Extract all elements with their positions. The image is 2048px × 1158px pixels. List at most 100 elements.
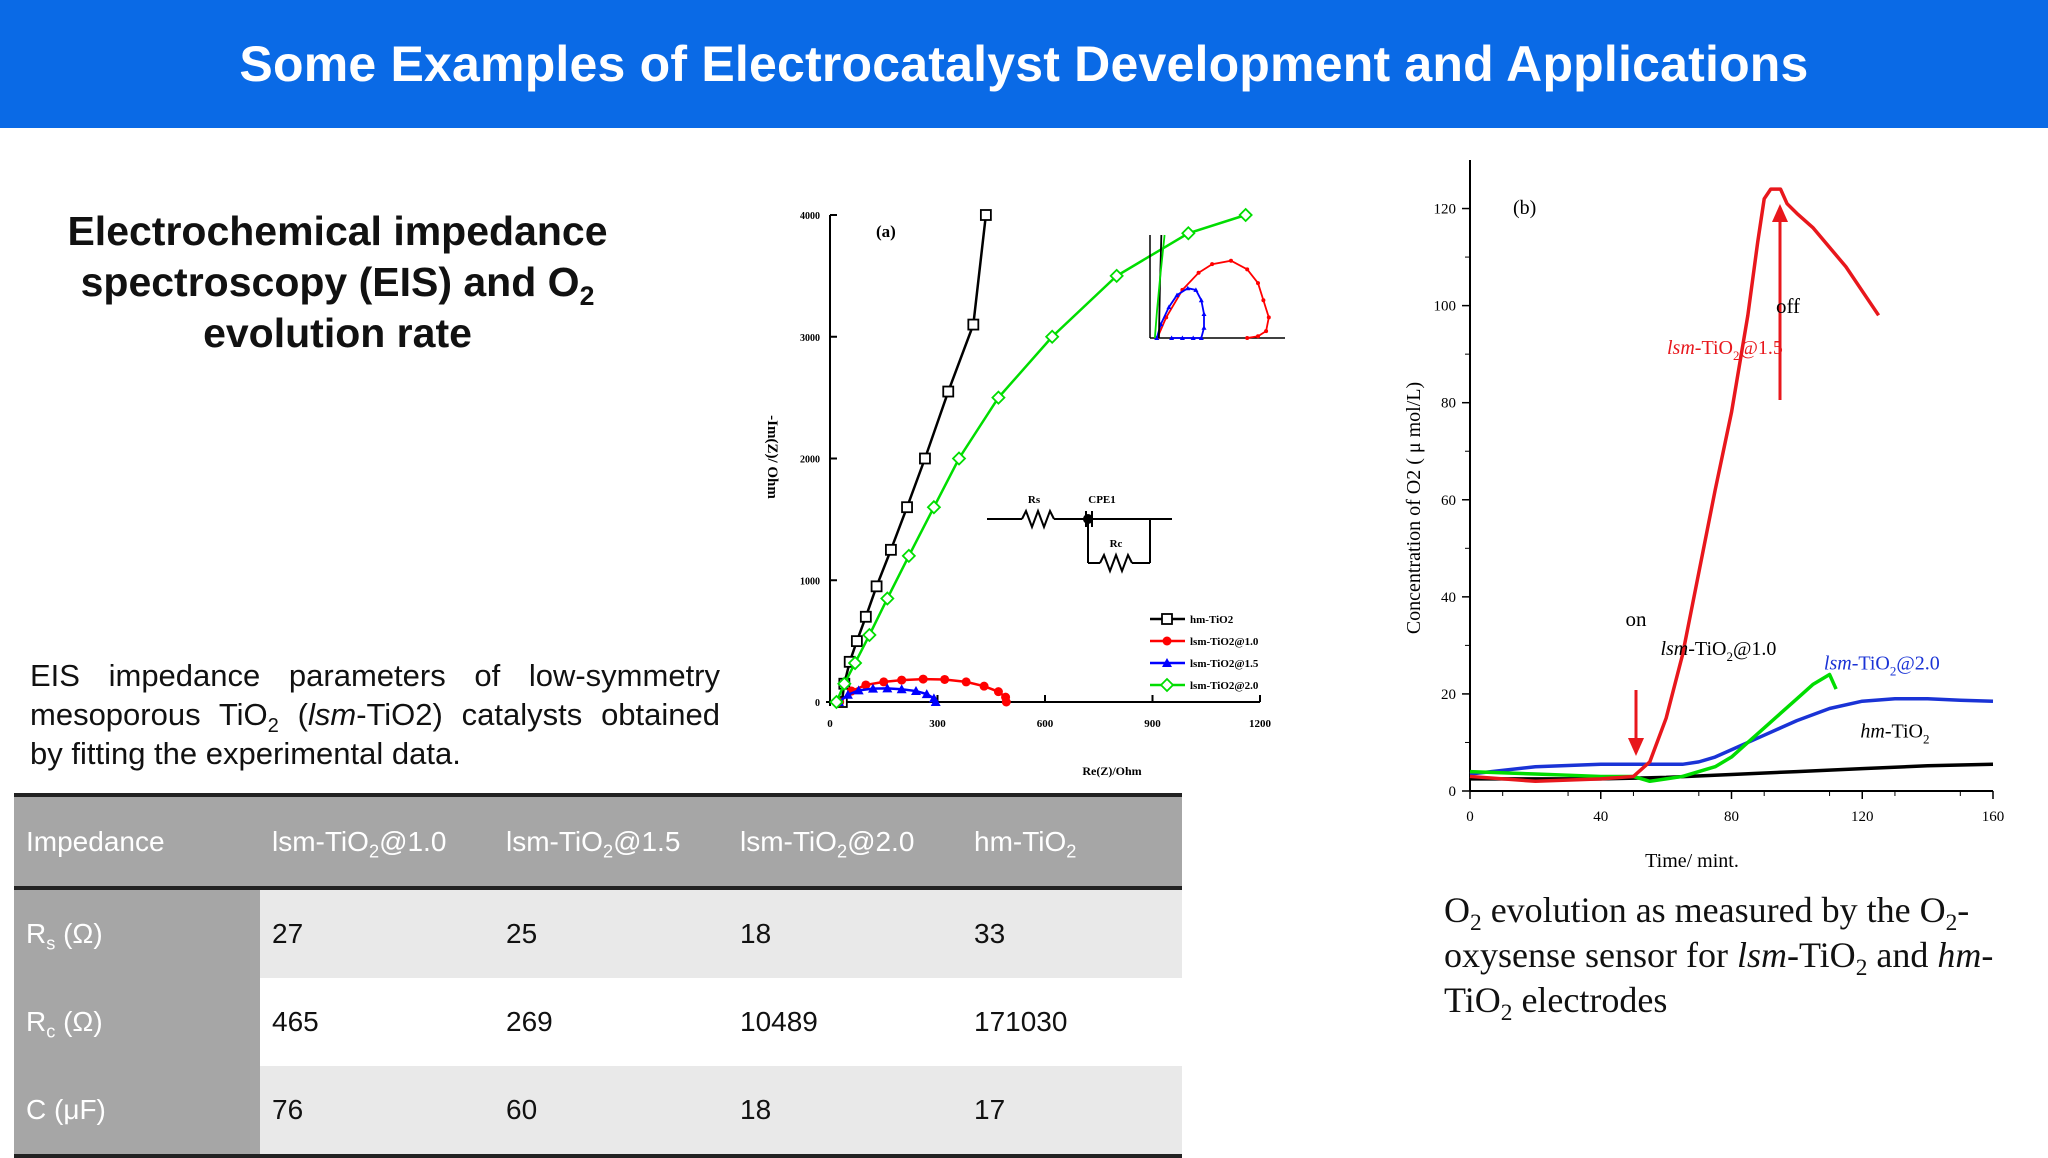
chart-b-panel-label: (b) xyxy=(1513,197,1536,219)
data-point xyxy=(1109,268,1124,284)
inset-data-point xyxy=(1169,335,1175,340)
series-label-part: -TiO xyxy=(1695,337,1733,359)
table-cell: 465 xyxy=(260,978,494,1066)
table-header-row: Impedance lsm-TiO2@1.0 lsm-TiO2@1.5 lsm-… xyxy=(14,793,1182,890)
table-cell: 18 xyxy=(728,1066,962,1158)
header-text: lsm-TiO xyxy=(740,825,837,857)
table-description: EIS impedance parameters of low-symmetry… xyxy=(30,656,720,773)
inset-data-point xyxy=(1201,311,1207,316)
data-point xyxy=(911,686,921,696)
data-point xyxy=(1001,697,1011,707)
inset-data-point xyxy=(1256,281,1260,286)
data-point xyxy=(940,674,950,684)
series-label-part: @2.0 xyxy=(1896,653,1939,675)
data-point xyxy=(847,655,863,671)
chart-a-xlabel: Re(Z)/Ohm xyxy=(1082,764,1141,778)
data-point xyxy=(870,580,883,593)
slide-title: Some Examples of Electrocatalyst Develop… xyxy=(239,36,1809,92)
inset-data-point xyxy=(1266,315,1271,320)
y-tick-label: 2000 xyxy=(800,455,820,466)
row-label-unit: (Ω) xyxy=(55,1006,103,1037)
inset-data-point xyxy=(1210,262,1215,267)
circuit-label-rc: Rc xyxy=(1110,538,1123,550)
annotation-off: off xyxy=(1776,294,1800,318)
x-tick-label: 300 xyxy=(929,718,946,730)
row-label: Rc (Ω) xyxy=(14,978,260,1066)
table-header-cell: lsm-TiO2@1.5 xyxy=(494,793,728,890)
inset-data-point xyxy=(1256,334,1260,339)
series-label-part: lsm xyxy=(1667,337,1695,359)
y-tick-label: 4000 xyxy=(800,211,820,222)
table-cell: 18 xyxy=(728,888,962,978)
section-title: Electrochemical impedance spectroscopy (… xyxy=(40,206,635,359)
caption-sub: 2 xyxy=(1945,910,1958,937)
inset-data-point xyxy=(1174,292,1180,298)
table-cell: 76 xyxy=(260,1066,494,1158)
data-point xyxy=(882,683,893,693)
table-header-cell: lsm-TiO2@1.0 xyxy=(260,793,494,890)
description-pre: EIS impedance parameters of low-symmetry… xyxy=(30,658,720,732)
caption-sub: 2 xyxy=(1855,955,1868,982)
inset-data-point xyxy=(1190,335,1196,340)
x-tick-label: 40 xyxy=(1593,809,1608,825)
series-label-part: lsm xyxy=(1660,638,1688,660)
header-text: hm-TiO xyxy=(974,825,1067,857)
data-point xyxy=(862,627,877,643)
x-tick-label: 900 xyxy=(1144,718,1161,730)
table-header-cell: Impedance xyxy=(14,793,260,890)
data-point xyxy=(897,675,907,685)
caption-part: O xyxy=(1444,890,1470,930)
inset-data-point xyxy=(1166,304,1172,310)
row-label-text: C (μF) xyxy=(26,1094,106,1125)
row-label: C (μF) xyxy=(14,1066,260,1158)
o2-evolution-chart: (b) Time/ mint. Concentration of O2 ( μ … xyxy=(1403,160,2005,872)
section-title-line2-sub: 2 xyxy=(579,281,595,312)
caption-part: electrodes xyxy=(1512,980,1668,1020)
annotation-on: on xyxy=(1626,607,1648,631)
chart-b-xlabel: Time/ mint. xyxy=(1645,850,1739,872)
x-tick-label: 0 xyxy=(1466,809,1474,825)
series-label: lsm-TiO2@1.5 xyxy=(1667,337,1783,363)
series-label-part: @1.5 xyxy=(1739,337,1782,359)
table-header-cell: lsm-TiO2@2.0 xyxy=(728,793,962,890)
off-arrow xyxy=(1772,204,1788,400)
series-label: hm-TiO2 xyxy=(1860,721,1929,747)
data-point xyxy=(979,209,992,221)
data-point xyxy=(880,591,895,606)
row-label-unit: (Ω) xyxy=(55,918,103,949)
inset-data-point xyxy=(1198,297,1204,303)
data-point xyxy=(879,677,889,687)
inset-data-point xyxy=(1264,329,1269,334)
data-point xyxy=(861,680,871,690)
data-point xyxy=(896,684,907,694)
data-point xyxy=(901,548,917,564)
table-cell: 171030 xyxy=(962,978,1182,1066)
data-point xyxy=(850,635,863,648)
series-label-part: -TiO xyxy=(1885,721,1923,743)
x-tick-label: 0 xyxy=(827,718,833,730)
data-point xyxy=(837,676,852,692)
data-point xyxy=(868,683,878,693)
data-point xyxy=(829,694,844,710)
data-point xyxy=(993,687,1003,697)
inset-data-point xyxy=(1229,258,1233,263)
caption-part: -TiO xyxy=(1786,935,1856,975)
series-line-2 xyxy=(1469,697,1994,776)
table-row: Rs (Ω) 27 25 18 33 xyxy=(14,888,1182,978)
table-header-cell: hm-TiO2 xyxy=(962,793,1182,890)
chart-a-panel-label: (a) xyxy=(876,222,896,241)
x-tick-label: 160 xyxy=(1982,809,2005,825)
legend-label: lsm-TiO2@1.0 xyxy=(1190,636,1259,648)
legend-label: lsm-TiO2@2.0 xyxy=(1190,680,1259,692)
series-label: lsm-TiO2@1.0 xyxy=(1660,638,1776,664)
series-line-0 xyxy=(1469,187,1881,784)
data-point xyxy=(979,681,989,691)
description-sub: 2 xyxy=(267,715,279,738)
table-cell: 25 xyxy=(494,888,728,978)
x-tick-label: 120 xyxy=(1851,809,1874,825)
header-text: Impedance xyxy=(26,825,165,857)
table-row: C (μF) 76 60 18 17 xyxy=(14,1066,1182,1158)
equivalent-circuit xyxy=(987,508,1172,574)
caption-part: -TiO xyxy=(1444,935,1994,1020)
data-point xyxy=(951,451,967,466)
